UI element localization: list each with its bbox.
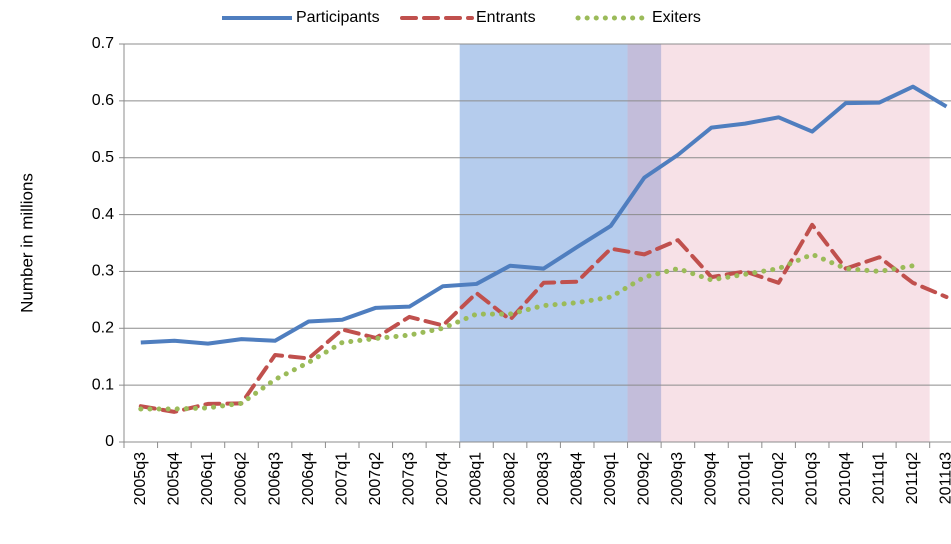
x-tick-label: 2010q1 <box>736 452 753 505</box>
y-tick-label: 0 <box>105 433 114 450</box>
y-tick-label: 0.4 <box>92 206 114 223</box>
series-line <box>140 84 948 346</box>
x-tick-label: 2008q2 <box>501 452 518 505</box>
series-line <box>138 222 949 414</box>
x-tick-label: 2011q3 <box>938 452 951 504</box>
x-tick-label: 2010q4 <box>837 452 854 505</box>
x-tick-label: 2007q3 <box>401 452 418 505</box>
y-axis-label: Number in millions <box>17 173 36 313</box>
y-tick-label: 0.7 <box>92 35 114 52</box>
y-tick-label: 0.6 <box>92 92 114 109</box>
x-tick-label: 2009q3 <box>669 452 686 505</box>
x-tick-label: 2006q4 <box>300 452 317 505</box>
x-tick-label: 2010q2 <box>770 452 787 505</box>
legend-label: Exiters <box>652 9 701 26</box>
y-tick-label: 0.2 <box>92 320 114 337</box>
x-tick-label: 2008q1 <box>468 452 485 505</box>
shaded-region <box>459 44 662 442</box>
x-tick-label: 2007q1 <box>333 452 350 505</box>
x-tick-label: 2009q4 <box>703 452 720 505</box>
series-line <box>138 251 916 412</box>
x-tick-label: 2006q2 <box>233 452 250 505</box>
x-tick-label: 2006q3 <box>266 452 283 505</box>
x-tick-label: 2011q2 <box>904 452 921 504</box>
x-tick-label: 2008q4 <box>568 452 585 505</box>
x-tick-label: 2007q4 <box>434 452 451 505</box>
x-tick-label: 2006q1 <box>199 452 216 505</box>
x-tick-label: 2009q1 <box>602 452 619 505</box>
shaded-region <box>627 44 930 442</box>
x-tick-label: 2011q1 <box>871 452 888 504</box>
x-tick-label: 2009q2 <box>636 452 653 505</box>
y-tick-label: 0.3 <box>92 263 114 280</box>
y-tick-label: 0.1 <box>92 376 114 393</box>
x-tick-label: 2005q3 <box>132 452 149 505</box>
legend-label: Participants <box>296 9 380 26</box>
y-tick-label: 0.5 <box>92 149 114 166</box>
legend-label: Entrants <box>476 9 536 26</box>
x-tick-label: 2007q2 <box>367 452 384 505</box>
x-tick-label: 2008q3 <box>535 452 552 505</box>
x-tick-label: 2010q3 <box>803 452 820 505</box>
x-tick-label: 2005q4 <box>166 452 183 505</box>
